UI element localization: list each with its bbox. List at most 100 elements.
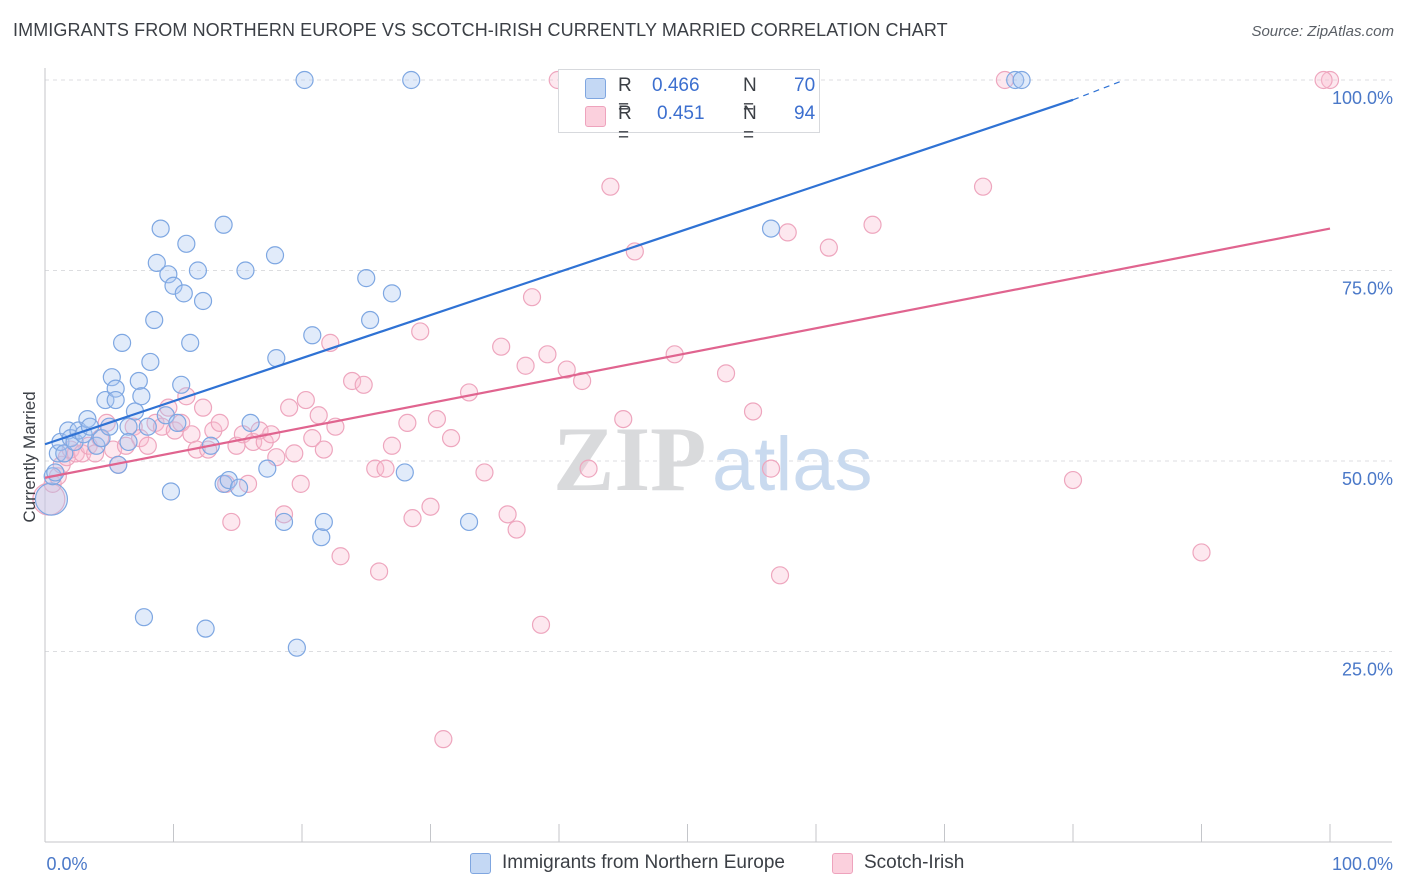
data-point [441,429,461,448]
regression-line-northern-europe [44,98,1074,446]
data-point [46,463,65,482]
data-point [1320,70,1340,90]
data-point [241,413,260,432]
regression-line-extension [1072,79,1125,101]
data-point [459,512,479,532]
data-point [522,288,542,307]
legend-r-value: 0.466 [652,75,700,96]
data-point [48,444,67,463]
data-point [177,234,196,253]
legend-r-prefix: R = [618,103,632,146]
data-point [222,512,241,532]
data-point [34,482,69,516]
data-point [258,459,277,478]
data-point [716,364,736,383]
data-point [312,528,331,547]
data-point [161,482,181,501]
legend-r-prefix: R = [618,75,632,118]
data-point [421,497,440,516]
data-point [507,520,526,539]
bottom-legend-label: Immigrants from Northern Europe [502,852,785,873]
y-tick-label: 100.0% [1332,88,1393,108]
data-point [102,368,121,387]
data-point [1012,70,1031,90]
data-point [557,360,576,379]
data-point [531,615,551,634]
data-point [819,238,838,257]
data-point [147,253,166,272]
y-tick-labels: 25.0% 50.0% 75.0% 100.0% [1332,88,1393,680]
data-point [357,269,376,288]
x-tick-label: 0.0% [46,854,87,874]
data-point [172,413,191,432]
data-point [973,177,993,196]
data-point [168,413,187,432]
data-point [538,345,557,364]
data-point [280,398,299,417]
data-point [119,417,138,436]
data-point [112,333,132,352]
data-point [614,409,633,429]
y-tick-label: 75.0% [1342,279,1393,299]
data-point [132,387,151,406]
data-point [459,383,479,402]
legend-n-value: 70 [794,75,816,96]
data-point [361,310,380,330]
data-point [1314,70,1333,90]
regression-lines [44,79,1331,479]
data-point [96,390,115,410]
data-point [492,337,511,356]
data-point [370,562,389,581]
gridlines [45,79,1392,652]
legend-swatch-pink [585,106,606,127]
data-point [129,371,148,391]
x-tick-labels: 0.0% 100.0% [46,854,1393,874]
data-point [402,70,421,90]
data-point [295,70,314,90]
data-point [498,505,517,524]
x-tick-label: 100.0% [1332,854,1393,874]
data-point [236,261,255,280]
data-point [434,730,453,749]
data-point [151,219,170,238]
source-label: Source: ZipAtlas.com [1251,23,1394,40]
data-point [761,459,781,478]
data-point [376,459,395,478]
data-point [188,261,208,280]
data-point [475,463,494,482]
data-point [778,223,797,242]
data-point [145,310,164,330]
watermark-atlas: atlas [712,422,873,507]
data-point [55,444,74,463]
data-point [285,444,304,463]
data-point [331,547,350,566]
bottom-legend-swatch-blue [470,853,491,874]
data-point [1063,470,1083,490]
data-point [354,375,373,394]
data-point [238,474,258,493]
data-point [193,291,213,311]
data-point [119,432,138,452]
legend-n-prefix: N = [743,103,757,146]
data-point [395,463,414,482]
data-point [106,390,125,410]
data-point [303,429,322,448]
data-point [182,425,201,444]
data-point [287,638,306,657]
legend-n-value: 94 [794,103,816,124]
data-point [382,436,402,455]
bottom-legend-label: Scotch-Irish [864,852,965,873]
data-point [516,356,535,375]
data-point [770,566,790,585]
data-point [366,459,385,478]
data-point [382,284,402,303]
y-tick-label: 50.0% [1342,469,1393,489]
correlation-legend: R = 0.466 N = 70 R = 0.451 N = 94 [558,69,820,146]
data-point [343,371,362,391]
data-point [265,246,285,265]
data-point [214,215,233,234]
data-point [314,440,333,459]
data-point [579,459,598,478]
bottom-legend-swatch-pink [832,853,853,874]
